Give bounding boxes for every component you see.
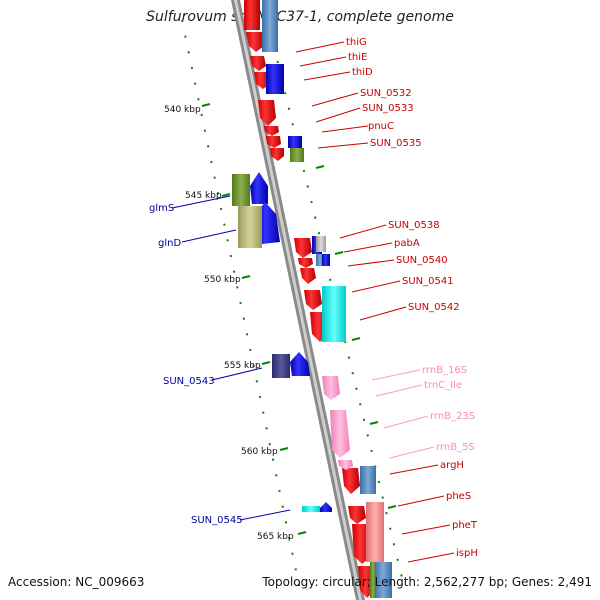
rna-features [322, 376, 353, 470]
rna-labels: rrnB_16S trnC_Ile rrnB_23S rrnB_5S [422, 365, 475, 453]
label-rrnB-5S: rrnB_5S [436, 442, 475, 453]
label-glmS: glmS [149, 203, 174, 214]
label-SUN-0533: SUN_0533 [362, 103, 414, 114]
kbp-label-565: 565 kbp [257, 532, 294, 542]
cds-SUN-0541 [304, 290, 322, 310]
cog-glmS [232, 174, 250, 206]
label-pnuC: pnuC [368, 121, 394, 132]
label-SUN-0532: SUN_0532 [360, 88, 412, 99]
cds-SUN-0543 [290, 352, 310, 376]
label-SUN-0535: SUN_0535 [370, 138, 422, 149]
reverse-strand-features [232, 172, 332, 512]
label-SUN-0541: SUN_0541 [402, 276, 454, 287]
label-SUN-0543: SUN_0543 [163, 376, 215, 387]
gene-labels-reverse: glmS glnD SUN_0543 SUN_0545 [149, 203, 243, 526]
forward-cog-bars [262, 0, 392, 598]
rrna-16S [322, 376, 340, 400]
label-thiE: thiE [348, 52, 367, 63]
cds-SUN-0535 [270, 148, 284, 161]
leader-lines-rna [371, 369, 435, 459]
label-SUN-0538: SUN_0538 [388, 220, 440, 231]
genome-backbone-highlight [234, 0, 362, 600]
leader-lines-reverse [171, 195, 291, 521]
label-thiD: thiD [352, 67, 373, 78]
label-rrnB-23S: rrnB_23S [430, 411, 475, 422]
label-SUN-0545: SUN_0545 [191, 515, 243, 526]
gene-labels-forward: thiG thiE thiD SUN_0532 SUN_0533 pnuC SU… [346, 37, 478, 559]
kbp-label-555: 555 kbp [224, 361, 261, 371]
cog-SUN-0543 [272, 354, 290, 378]
label-SUN-0540: SUN_0540 [396, 255, 448, 266]
cds-SUN-0540 [300, 268, 316, 284]
rrna-23S [330, 410, 350, 458]
cds-pnuC [266, 136, 281, 148]
cds-thiE [250, 56, 266, 71]
label-argH: argH [440, 460, 464, 471]
label-pheS: pheS [446, 491, 471, 502]
leader-lines-forward [295, 41, 455, 563]
cds-pheS [348, 506, 366, 524]
cds-thiG [246, 32, 264, 52]
label-SUN-0542: SUN_0542 [408, 302, 460, 313]
cds-pabA [298, 258, 313, 268]
label-trnC-Ile: trnC_Ile [424, 380, 462, 391]
kbp-label-540: 540 kbp [164, 105, 201, 115]
cds-SUN-0533 [264, 126, 279, 136]
genome-stats-text: Topology: circular; Length: 2,562,277 bp… [262, 575, 592, 589]
kbp-label-560: 560 kbp [241, 447, 278, 457]
cds-top [244, 0, 260, 30]
scale-dotted-line-outer [181, 19, 301, 591]
cds-SUN-0545 [320, 502, 332, 512]
cog-SUN-0545 [302, 506, 320, 512]
cds-glmS [250, 172, 268, 204]
accession-text: Accession: NC_009663 [8, 575, 145, 589]
label-pabA: pabA [394, 238, 420, 249]
rrna-5S [338, 460, 353, 470]
label-thiG: thiG [346, 37, 367, 48]
label-pheT: pheT [452, 520, 478, 531]
kbp-label-550: 550 kbp [204, 275, 241, 285]
cds-SUN-0532 [258, 100, 276, 126]
kbp-ticks [201, 103, 397, 535]
cds-argH [342, 468, 360, 494]
kbp-label-545: 545 kbp [185, 191, 222, 201]
label-rrnB-16S: rrnB_16S [422, 365, 467, 376]
cds-SUN-0538 [294, 238, 312, 258]
label-glnD: glnD [158, 238, 181, 249]
cog-glnD [238, 206, 262, 248]
map-title: Sulfurovum sp. NBC37-1, complete genome [146, 9, 454, 25]
label-ispH: ispH [456, 548, 478, 559]
